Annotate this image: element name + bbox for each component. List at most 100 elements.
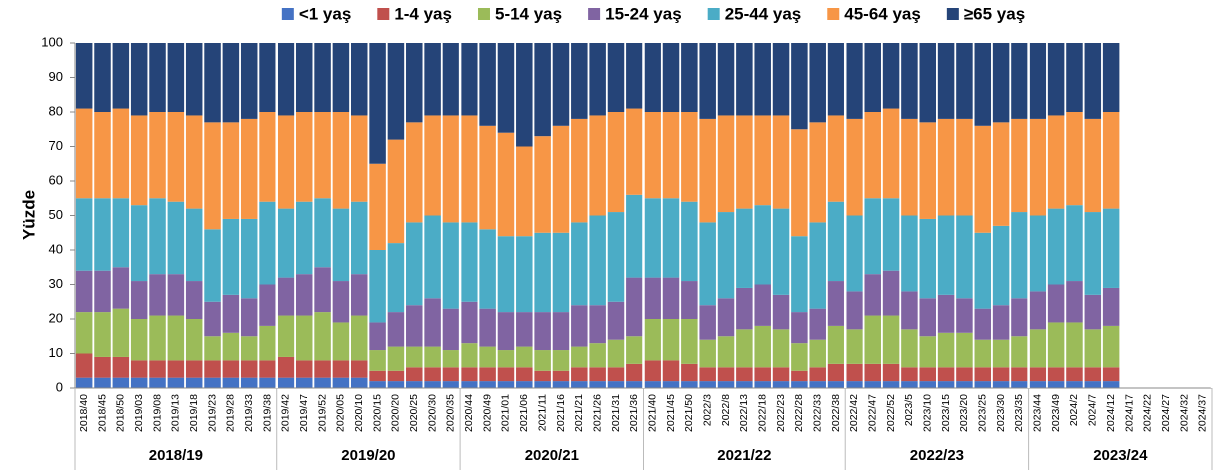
x-tick-label: 2022/18 xyxy=(756,394,768,432)
x-tick-label: 2021/26 xyxy=(591,394,603,432)
bar-segment xyxy=(112,43,130,109)
x-tick-label: 2023/20 xyxy=(958,394,970,432)
bar-segment xyxy=(112,198,130,268)
y-tick-label: 0 xyxy=(56,379,63,394)
bar-segment xyxy=(222,43,240,123)
x-tick-label: 2020/10 xyxy=(353,394,365,432)
x-tick-label: 2018/50 xyxy=(115,394,127,432)
x-tick-label: 2019/23 xyxy=(206,394,218,432)
legend-label: 1-4 yaş xyxy=(394,4,452,23)
bar-segment xyxy=(846,118,863,216)
x-tick-label: 2024/22 xyxy=(1142,394,1154,432)
bar-segment xyxy=(864,112,881,199)
bar-segment xyxy=(1084,294,1102,330)
bar-segment xyxy=(662,319,680,361)
bar-segment xyxy=(314,43,331,112)
x-tick-label: 2024/32 xyxy=(1178,394,1190,432)
bar-segment xyxy=(937,294,955,333)
bar-segment xyxy=(1047,43,1065,116)
bar-segment xyxy=(717,298,735,337)
bar-segment xyxy=(937,43,955,119)
x-tick-label: 2020/35 xyxy=(445,394,457,432)
x-tick-label: 2024/7 xyxy=(1087,394,1099,426)
bar-segment xyxy=(497,43,515,133)
bar-segment xyxy=(369,163,386,250)
bar-segment xyxy=(332,43,350,112)
bar-segment xyxy=(736,367,753,382)
bar-segment xyxy=(791,381,808,388)
bar-segment xyxy=(882,315,900,364)
bar-segment xyxy=(846,363,863,382)
bar-segment xyxy=(681,281,698,319)
x-tick-label: 2019/52 xyxy=(316,394,328,432)
x-tick-label: 2022/52 xyxy=(885,394,897,432)
bar-segment xyxy=(204,301,221,337)
bar-segment xyxy=(901,329,918,368)
bar-segment xyxy=(937,367,955,382)
bar-segment xyxy=(185,208,203,282)
bar-segment xyxy=(736,287,753,330)
x-tick-label: 2024/37 xyxy=(1197,394,1209,432)
season-label: 2023/24 xyxy=(1093,447,1148,464)
bar-segment xyxy=(864,198,881,275)
bar-segment xyxy=(204,122,221,230)
legend-swatch xyxy=(827,8,840,20)
bar-segment xyxy=(882,363,900,382)
bar-segment xyxy=(75,377,93,388)
bar-segment xyxy=(222,377,240,388)
bar-segment xyxy=(827,115,845,202)
bar-segment xyxy=(406,122,423,223)
bar-segment xyxy=(424,43,441,116)
bar-segment xyxy=(644,360,661,382)
bar-segment xyxy=(204,43,221,123)
bar-segment xyxy=(809,367,826,382)
x-tick-label: 2021/40 xyxy=(646,394,658,432)
legend-swatch xyxy=(946,8,959,20)
bar-segment xyxy=(974,308,992,340)
bar-segment xyxy=(149,315,166,361)
x-tick-label: 2022/42 xyxy=(848,394,860,432)
bar-segment xyxy=(424,346,441,368)
bar-segment xyxy=(827,325,845,364)
bar-segment xyxy=(1066,43,1083,112)
bar-segment xyxy=(1047,208,1065,285)
season-label: 2022/23 xyxy=(910,447,964,464)
bar-segment xyxy=(772,115,790,209)
bar-segment xyxy=(1011,212,1028,299)
bar-segment xyxy=(442,222,460,309)
x-tick-label: 2024/2 xyxy=(1068,394,1080,426)
bar-segment xyxy=(772,43,790,116)
x-tick-label: 2019/13 xyxy=(170,394,182,432)
bar-segment xyxy=(369,381,386,388)
bar-segment xyxy=(350,360,368,378)
bar-segment xyxy=(167,43,185,112)
bar-segment xyxy=(626,108,643,195)
bar-segment xyxy=(607,112,625,213)
bar-segment xyxy=(94,198,111,271)
bar-segment xyxy=(240,43,258,119)
bar-segment xyxy=(1011,381,1028,388)
bar-segment xyxy=(1066,322,1083,368)
bar-segment xyxy=(516,381,533,388)
bar-segment xyxy=(552,370,570,382)
x-tick-label: 2024/12 xyxy=(1105,394,1117,432)
y-tick-label: 10 xyxy=(49,345,63,360)
y-tick-label: 20 xyxy=(49,310,63,325)
bar-segment xyxy=(295,360,313,378)
bar-segment xyxy=(387,312,405,347)
bar-segment xyxy=(974,381,992,388)
bar-segment xyxy=(369,322,386,351)
bar-segment xyxy=(1029,381,1047,388)
x-tick-label: 2022/38 xyxy=(830,394,842,432)
bar-segment xyxy=(424,115,441,216)
bar-segment xyxy=(882,198,900,271)
bar-segment xyxy=(479,346,496,368)
bar-segment xyxy=(1102,43,1120,112)
bar-segment xyxy=(736,329,753,368)
bar-segment xyxy=(699,43,716,119)
bar-segment xyxy=(754,381,771,388)
bar-segment xyxy=(75,312,93,354)
bar-segment xyxy=(901,291,918,330)
bar-segment xyxy=(644,112,661,199)
bar-segment xyxy=(75,270,93,313)
